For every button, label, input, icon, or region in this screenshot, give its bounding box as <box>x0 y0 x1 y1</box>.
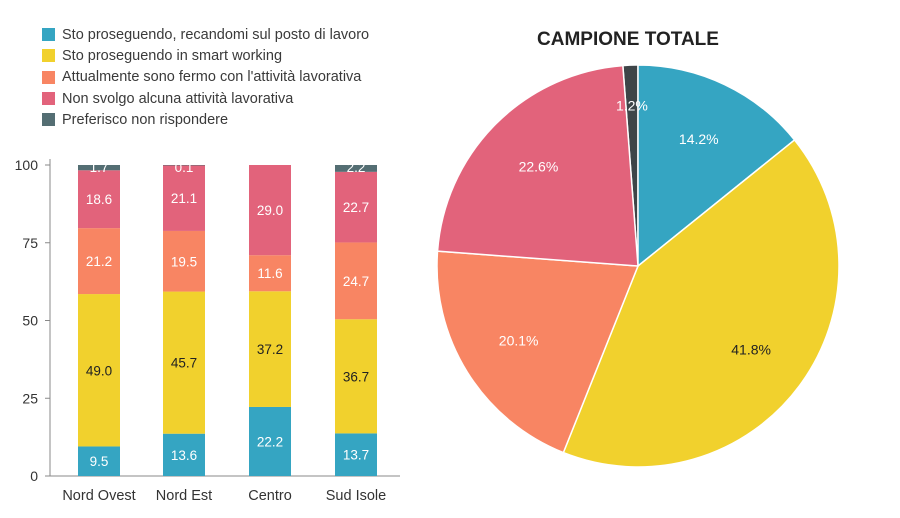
y-tick-label: 50 <box>22 313 38 329</box>
bar-data-label: 24.7 <box>343 274 369 289</box>
legend-label: Non svolgo alcuna attività lavorativa <box>62 90 294 107</box>
legend-swatch <box>42 113 55 127</box>
bar-segment <box>335 242 377 320</box>
chart-legend: Sto proseguendo, recandomi sul posto di … <box>42 24 369 130</box>
bar-data-label: 0.1 <box>175 160 194 175</box>
pie-chart: CAMPIONE TOTALE 14.2% 41.8% 20.1% 22.6% 1.2% <box>436 29 840 468</box>
stacked-bar-chart: 0 25 50 75 100 9.5 49.0 21.2 18.6 1.7 Nord Ovest 13… <box>15 157 400 504</box>
pie-data-label: 22.6% <box>519 159 559 175</box>
bar-data-label: 37.2 <box>257 342 283 357</box>
x-tick-label: Nord Ovest <box>62 488 135 504</box>
bar-data-label: 9.5 <box>90 454 109 469</box>
pie-data-label: 14.2% <box>679 131 719 147</box>
x-tick-label: Centro <box>248 488 292 504</box>
y-tick-label: 100 <box>15 157 39 173</box>
legend-item: Preferisco non rispondere <box>42 109 369 130</box>
bar-segment <box>335 319 377 434</box>
pie-data-label: 20.1% <box>499 333 539 349</box>
pie-slice <box>436 64 639 267</box>
bar-data-label: 1.7 <box>90 160 109 175</box>
bar-data-label: 18.6 <box>86 192 112 207</box>
x-tick-label: Nord Est <box>156 488 212 504</box>
pie-data-label: 41.8% <box>731 342 771 358</box>
x-tick-label: Sud Isole <box>326 488 386 504</box>
bar-data-label: 22.7 <box>343 200 369 215</box>
legend-label: Preferisco non rispondere <box>62 111 229 128</box>
bar-data-label: 36.7 <box>343 369 369 384</box>
y-tick-label: 0 <box>30 468 38 484</box>
legend-label: Sto proseguendo in smart working <box>62 47 283 64</box>
legend-item: Sto proseguendo, recandomi sul posto di … <box>42 24 369 45</box>
bar-segment <box>249 165 291 256</box>
bar-segment <box>78 170 120 229</box>
pie-slice <box>562 138 840 468</box>
bar-segment <box>335 165 377 172</box>
bar-data-label: 45.7 <box>171 356 197 371</box>
legend-item: Sto proseguendo in smart working <box>42 45 369 66</box>
pie-slice <box>436 250 640 454</box>
bar-segment <box>249 255 291 292</box>
legend-swatch <box>42 70 55 84</box>
legend-swatch <box>42 49 55 63</box>
legend-label: Attualmente sono fermo con l'attività la… <box>62 69 362 86</box>
bar-data-label: 13.7 <box>343 448 369 463</box>
pie-data-label: 1.2% <box>616 97 648 113</box>
bar-segment <box>249 291 291 407</box>
pie-title: CAMPIONE TOTALE <box>537 29 719 50</box>
bar-data-label: 49.0 <box>86 363 112 378</box>
bar-segment <box>78 165 120 171</box>
bar-segment <box>78 294 120 447</box>
pie-slice <box>637 64 796 268</box>
bar-data-label: 11.6 <box>257 266 282 281</box>
bar-segment <box>163 165 205 231</box>
legend-label: Sto proseguendo, recandomi sul posto di … <box>62 26 370 43</box>
bar-segment <box>163 433 205 476</box>
bar-data-label: 22.2 <box>257 434 283 449</box>
bar-data-label: 21.1 <box>171 191 197 206</box>
bar-segment <box>163 291 205 434</box>
bar-segment <box>78 228 120 295</box>
bar-segment <box>335 171 377 243</box>
y-tick-label: 25 <box>22 390 38 406</box>
bar-data-label: 29.0 <box>257 203 283 218</box>
bar-data-label: 13.6 <box>171 448 197 463</box>
bar-segment <box>163 165 205 166</box>
bar-segment <box>163 230 205 292</box>
bar-segment <box>78 446 120 476</box>
bar-data-label: 21.2 <box>86 254 112 269</box>
bar-segment <box>335 433 377 476</box>
legend-item: Non svolgo alcuna attività lavorativa <box>42 88 369 109</box>
bar-segment <box>249 406 291 476</box>
y-tick-label: 75 <box>22 235 38 251</box>
legend-swatch <box>42 92 55 106</box>
legend-swatch <box>42 28 55 42</box>
legend-item: Attualmente sono fermo con l'attività la… <box>42 67 369 88</box>
bar-data-label: 2.2 <box>347 160 366 175</box>
bar-data-label: 19.5 <box>171 254 197 269</box>
